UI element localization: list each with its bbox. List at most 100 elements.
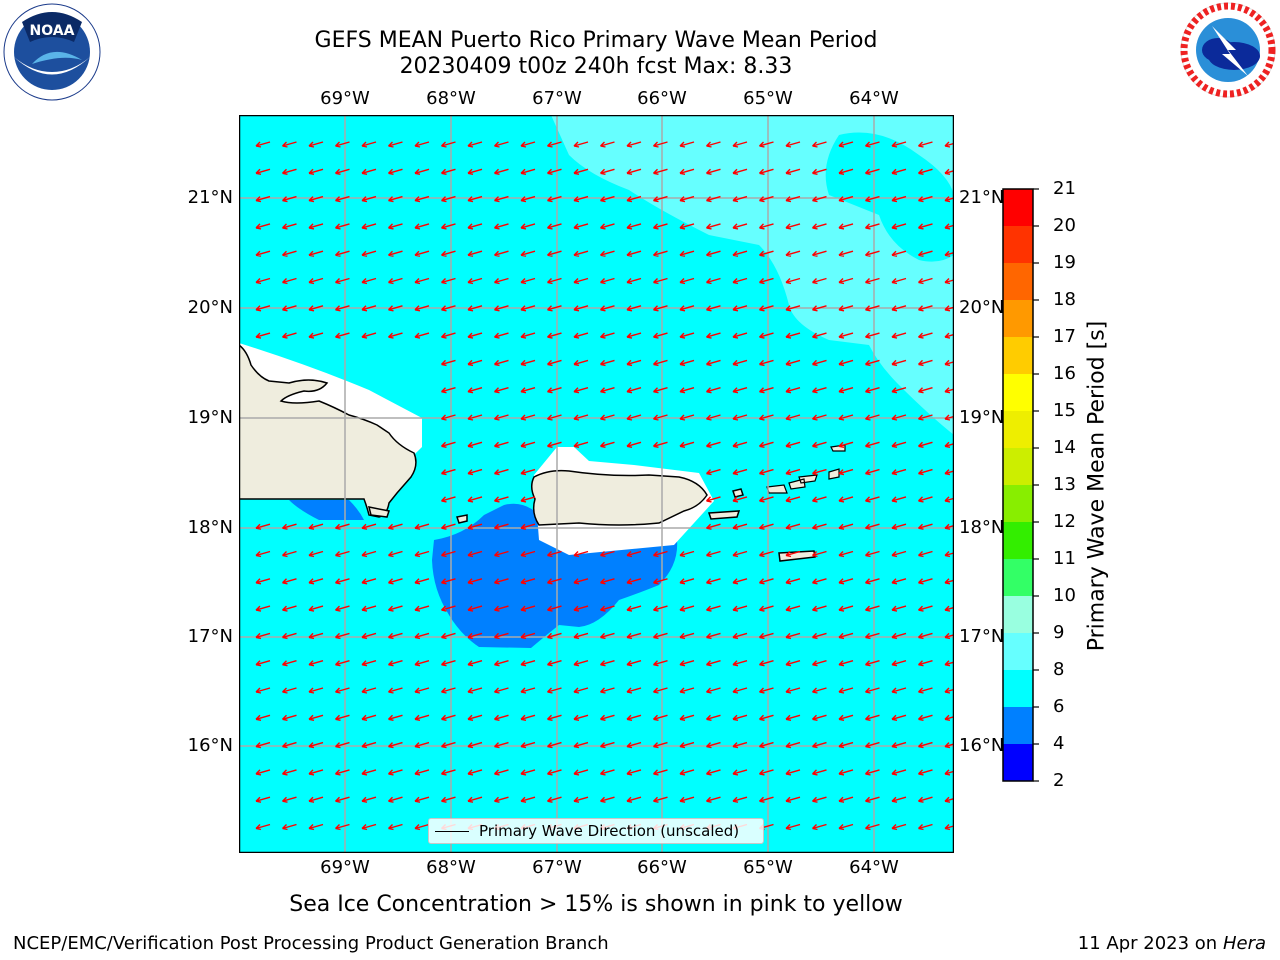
wave-arrow [441,496,456,503]
wave-arrow [335,168,350,175]
wave-arrow [679,305,695,312]
wave-arrow [679,796,695,803]
wave-arrow [361,305,377,312]
wave-arrow [600,441,615,448]
wave-arrow [891,714,907,721]
wave-arrow [626,578,642,585]
wave-arrow [759,387,774,394]
wave-arrow [600,195,615,203]
wave-arrow [414,741,430,749]
wave-arrow [308,332,324,339]
wave-arrow [759,687,774,694]
wave-arrow [494,277,509,285]
land-vieques [707,510,741,520]
wave-arrow [732,441,748,448]
wave-arrow [785,578,801,585]
wave-arrow [918,741,933,749]
wave-arrow [467,687,483,694]
wave-arrow [282,632,297,640]
lon-label-top: 68°W [426,88,476,109]
wave-arrow [626,550,642,558]
wave-arrow [494,223,509,230]
wave-arrow [388,195,403,203]
wave-arrow [282,332,297,339]
wave-arrow [520,468,536,476]
lon-label-bottom: 65°W [743,857,793,878]
lon-label-top: 64°W [849,88,899,109]
wave-arrow [441,769,456,776]
wave-arrow [679,660,695,667]
wave-arrow [308,769,324,776]
wave-arrow [838,605,854,612]
wave-arrow [732,223,748,230]
colorbar-tick-label: 9 [1053,622,1065,643]
wave-arrow [838,578,854,585]
wave-arrow [812,632,827,640]
wave-arrow [573,714,589,721]
colorbar-tick-label: 18 [1053,289,1076,310]
wave-arrow [838,741,854,749]
wave-arrow [865,359,880,367]
plot-subtitle: 20230409 t00z 240h fcst Max: 8.33 [399,54,793,79]
wave-arrow [547,441,562,448]
wave-arrow [679,769,695,776]
sea-ice-caption: Sea Ice Concentration > 15% is shown in … [289,892,903,917]
wave-arrow [255,578,271,585]
wave-arrow [785,250,801,257]
wave-arrow [891,578,907,585]
wave-arrow [547,660,562,667]
wave-arrow [547,223,562,230]
wave-arrow [944,714,954,721]
wave-arrow [944,551,954,558]
wave-arrow [706,741,721,749]
wave-arrow [467,387,483,394]
wave-arrow [891,687,907,694]
wave-arrow [626,769,642,776]
wave-arrow [600,796,615,803]
wave-arrow [812,687,827,694]
wave-arrow [494,441,509,448]
wave-arrow [600,305,615,312]
wave-arrow [573,332,589,339]
wave-arrow [388,714,403,721]
wave-arrow [547,195,562,203]
wave-arrow [838,441,854,448]
wave-arrow [626,332,642,339]
wave-arrow [626,796,642,803]
wave-arrow [414,823,430,831]
lon-label-bottom: 64°W [849,857,899,878]
wave-arrow [414,168,430,175]
colorbar-tick-label: 4 [1053,733,1065,754]
wave-arrow [653,550,668,558]
wave-arrow [865,796,880,803]
wave-arrow [706,578,721,585]
wave-arrow [891,632,907,640]
wave-arrow [679,550,695,558]
wave-arrow [679,168,695,175]
wave-arrow [255,332,271,339]
wave-arrow [388,223,403,230]
wave-arrow [732,769,748,776]
colorbar-segment [1003,226,1033,263]
wave-arrow [891,305,907,312]
wave-arrow [600,141,615,148]
wave-arrow [944,469,954,476]
wave-arrow [838,550,854,558]
wave-arrow [759,414,774,421]
graticule [239,115,954,853]
wave-arrow [944,305,954,312]
wave-arrow [759,359,774,367]
wave-arrow [441,305,456,312]
wave-arrow [944,278,954,285]
wave-arrow [865,578,880,585]
wave-arrow [335,714,350,721]
wave-arrow [414,195,430,203]
wave-arrow [255,823,271,831]
wave-arrow [891,195,907,203]
colorbar-tick-label: 2 [1053,770,1065,791]
wave-arrow [759,277,774,285]
wave-arrow [759,550,774,558]
wave-arrow [706,195,721,203]
wave-arrow [520,578,536,585]
wave-arrow [732,687,748,694]
